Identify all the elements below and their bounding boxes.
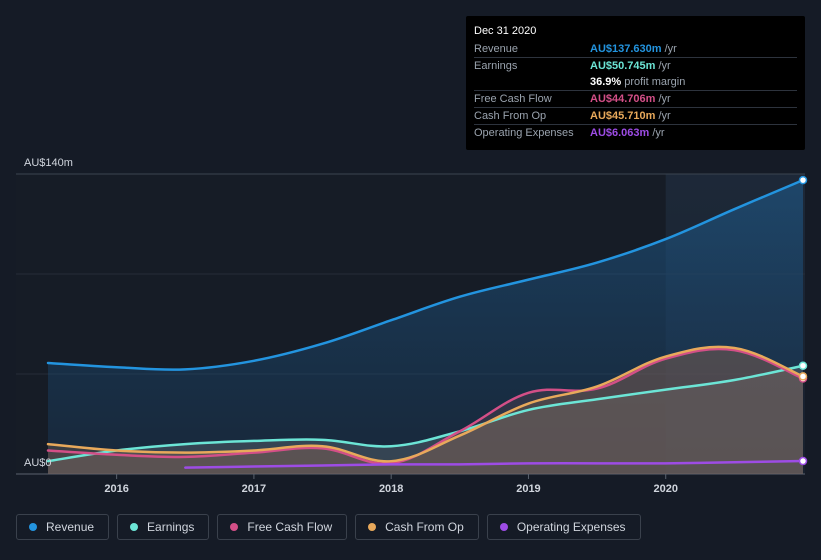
legend-item-operating-expenses[interactable]: Operating Expenses [486, 514, 641, 540]
end-marker-earnings [798, 361, 808, 370]
x-axis: 2016 2017 2018 2019 2020 [104, 474, 678, 495]
tooltip-row-revenue: Revenue AU$137.630m /yr [474, 41, 797, 57]
legend-label: Earnings [147, 520, 195, 534]
tooltip-unit: /yr [658, 110, 671, 122]
legend-item-revenue[interactable]: Revenue [16, 514, 110, 540]
tooltip-date: Dec 31 2020 [474, 25, 537, 37]
tooltip-unit: /yr [658, 93, 671, 105]
legend-dot-icon [29, 523, 37, 531]
legend-label: Free Cash Flow [247, 520, 333, 534]
tooltip-unit: /yr [652, 127, 665, 139]
tooltip-value: AU$45.710m [590, 110, 656, 122]
end-marker-cash-from-op [798, 372, 808, 381]
tooltip-row-cash-from-op: Cash From Op AU$45.710m /yr [474, 107, 797, 124]
x-tick-label: 2017 [242, 483, 266, 495]
chart: 2016 2017 2018 2019 2020 AU$140m AU$0 [16, 157, 808, 495]
y-axis-bottom-label: AU$0 [24, 457, 52, 469]
y-axis-top-label: AU$140m [24, 157, 73, 169]
legend-dot-icon [499, 523, 508, 531]
legend: Revenue Earnings Free Cash Flow Cash Fro… [16, 514, 641, 540]
tooltip-label: Cash From Op [474, 110, 547, 122]
legend-dot-icon [230, 523, 239, 531]
legend-label: Revenue [46, 520, 95, 534]
tooltip-row-earnings: Earnings AU$50.745m /yr [474, 57, 797, 74]
area-revenue [48, 180, 803, 474]
tooltip-value: AU$6.063m [590, 127, 650, 139]
series-lines [46, 178, 805, 469]
series-end-markers [798, 175, 808, 466]
legend-item-free-cash-flow[interactable]: Free Cash Flow [217, 514, 348, 540]
tooltip-row-free-cash-flow: Free Cash Flow AU$44.706m /yr [474, 90, 797, 107]
series-areas [48, 180, 803, 474]
tooltip-label: Revenue [474, 43, 519, 55]
line-revenue [46, 178, 805, 371]
tooltip-row-operating-expenses: Operating Expenses AU$6.063m /yr [474, 124, 797, 141]
profit-margin-label: profit margin [624, 76, 686, 88]
tooltip-value: AU$137.630m [590, 43, 662, 55]
tooltip-row-profit-margin: 36.9% profit margin [474, 74, 797, 90]
tooltip-unit: /yr [664, 43, 677, 55]
legend-item-earnings[interactable]: Earnings [117, 514, 210, 540]
x-tick-label: 2018 [379, 483, 403, 495]
tooltip-label: Free Cash Flow [474, 93, 552, 105]
legend-dot-icon [368, 523, 377, 531]
legend-item-cash-from-op[interactable]: Cash From Op [355, 514, 479, 540]
legend-dot-icon [130, 523, 139, 531]
line-earnings [46, 364, 805, 463]
area-earnings [48, 365, 803, 474]
x-tick-label: 2016 [104, 483, 128, 495]
x-tick-label: 2019 [516, 483, 540, 495]
x-tick-label: 2020 [653, 483, 677, 495]
area-cash-from-op [48, 346, 803, 474]
profit-margin-value: 36.9% [590, 76, 622, 88]
line-operating-expenses [184, 459, 805, 469]
area-free-cash-flow [48, 348, 803, 474]
legend-label: Operating Expenses [516, 520, 626, 534]
line-cash-from-op [46, 345, 805, 463]
tooltip-value: AU$50.745m [590, 60, 656, 72]
tooltip-unit: /yr [658, 60, 671, 72]
end-marker-revenue [798, 175, 808, 185]
end-marker-operating-expenses [798, 456, 808, 466]
tooltip-label: Operating Expenses [474, 127, 574, 139]
tooltip-value: AU$44.706m [590, 93, 656, 105]
tooltip: Dec 31 2020 Revenue AU$137.630m /yr Earn… [466, 16, 805, 150]
legend-label: Cash From Op [385, 520, 464, 534]
tooltip-label: Earnings [474, 60, 518, 72]
